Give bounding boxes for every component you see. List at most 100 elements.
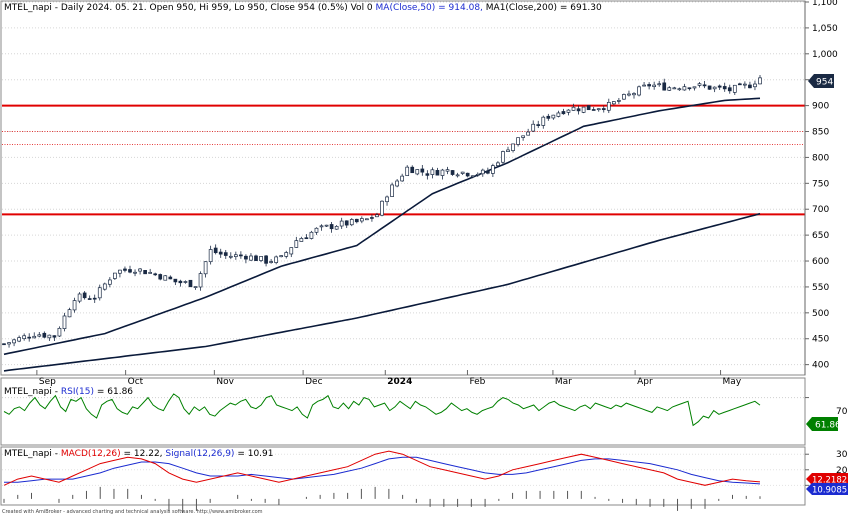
candle-body xyxy=(485,170,490,174)
candle-body xyxy=(102,283,107,290)
signal-line xyxy=(4,456,761,485)
price-tick-label-400: 400 xyxy=(812,361,829,371)
macd-badge-text: 12.2182 xyxy=(812,476,847,486)
candle-body xyxy=(334,226,339,230)
rsi-label: RSI(15) xyxy=(61,387,94,397)
candle-body xyxy=(632,93,636,96)
candle-body xyxy=(511,143,515,151)
candle-body xyxy=(17,337,21,342)
candle-body xyxy=(707,85,712,90)
candle-body xyxy=(37,334,42,337)
candle-body xyxy=(435,170,440,176)
candle-body xyxy=(163,275,168,281)
candle-body xyxy=(722,86,727,90)
price-info: - Daily 2024. 05. 21. Open 950, Hi 959, … xyxy=(52,3,376,13)
candle-body xyxy=(188,279,193,288)
candle-body xyxy=(460,171,465,174)
candle-body xyxy=(12,339,16,344)
candle-body xyxy=(737,83,742,86)
price-tick-label-900: 900 xyxy=(812,102,829,112)
candle-body xyxy=(107,279,112,285)
candle-body xyxy=(148,272,153,274)
candle-body xyxy=(531,123,536,132)
rsi-last-badge: 61.86 xyxy=(806,417,841,431)
candle-body xyxy=(118,269,122,274)
candle-body xyxy=(239,254,243,257)
price-tick-label-1000: 1,000 xyxy=(812,50,838,60)
price-tick-label-850: 850 xyxy=(812,128,829,138)
x-label-May: May xyxy=(723,377,742,387)
candle-body xyxy=(667,87,672,91)
price-tick-label-1050: 1,050 xyxy=(812,24,838,34)
candle-body xyxy=(617,100,621,102)
candle-body xyxy=(289,247,294,255)
candle-body xyxy=(314,227,319,233)
candle-body xyxy=(279,255,284,258)
candle-body xyxy=(168,276,173,280)
macd-value: = 12.22, xyxy=(121,449,163,459)
candle-body xyxy=(158,274,163,280)
footer-credit: Created with AmiBroker - advanced charti… xyxy=(2,509,263,515)
candle-body xyxy=(228,255,233,258)
candle-body xyxy=(198,273,203,288)
candle-body xyxy=(551,114,556,119)
price-tick-label-550: 550 xyxy=(812,283,829,293)
macd-tick-label-30: 30 xyxy=(836,450,848,460)
candle-body xyxy=(637,86,641,96)
candle-body xyxy=(304,237,309,240)
candle-body xyxy=(123,268,127,271)
rsi-panel-frame xyxy=(0,377,806,446)
candle-body xyxy=(606,102,611,111)
price-last-badge-text: 954 xyxy=(816,78,833,88)
price-panel-frame xyxy=(0,0,806,376)
candle-body xyxy=(677,88,682,91)
price-tick-label-700: 700 xyxy=(812,205,829,215)
candle-body xyxy=(697,83,702,86)
candle-body xyxy=(702,84,707,87)
candle-body xyxy=(415,169,420,175)
price-tick-label-650: 650 xyxy=(812,231,829,241)
candle-body xyxy=(309,231,314,239)
macd-plot: 102030 xyxy=(2,450,848,513)
candle-body xyxy=(445,169,450,172)
rsi-level-label: 70 xyxy=(836,407,848,417)
candle-body xyxy=(480,169,485,175)
candle-body xyxy=(586,105,591,111)
date-axis: Sep Oct Nov Dec 2024 Feb Mar Apr May xyxy=(36,370,742,387)
candle-body xyxy=(344,220,349,226)
candle-body xyxy=(576,108,581,112)
candle-body xyxy=(153,273,158,276)
candle-body xyxy=(128,269,132,273)
ma50-label: MA(Close,50) = 914.08, xyxy=(376,3,483,13)
rsi-value: = 61.86 xyxy=(94,387,133,397)
candle-body xyxy=(339,220,344,227)
candle-body xyxy=(430,169,435,175)
candle-body xyxy=(692,86,697,89)
x-label-Apr: Apr xyxy=(637,377,653,387)
candle-body xyxy=(254,255,258,261)
rsi-header: MTEL_napi - RSI(15) = 61.86 xyxy=(4,387,133,397)
candle-body xyxy=(642,84,646,87)
candle-body xyxy=(299,238,304,242)
candle-body xyxy=(62,315,67,329)
candle-body xyxy=(57,327,62,337)
price-last-badge: 954 xyxy=(808,74,834,88)
candle-body xyxy=(596,108,601,111)
candle-body xyxy=(758,77,762,85)
candle-body xyxy=(475,173,480,176)
candle-body xyxy=(672,87,677,90)
candle-body xyxy=(32,335,37,339)
x-label-Mar: Mar xyxy=(555,377,572,387)
candle-body xyxy=(506,149,510,152)
candle-body xyxy=(218,251,223,255)
candle-body xyxy=(566,109,571,113)
ma50-line xyxy=(3,97,761,356)
candle-body xyxy=(193,286,198,288)
candle-body xyxy=(264,255,268,264)
macd-symbol: MTEL_napi xyxy=(4,449,52,459)
candle-body xyxy=(516,137,520,145)
candle-body xyxy=(77,293,82,302)
candle-body xyxy=(405,166,410,176)
candle-body xyxy=(67,309,72,318)
candle-body xyxy=(329,224,334,230)
